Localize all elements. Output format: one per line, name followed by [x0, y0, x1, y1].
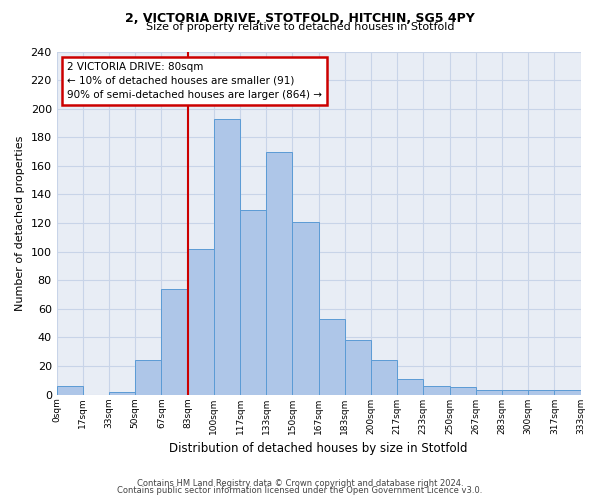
- Text: 2, VICTORIA DRIVE, STOTFOLD, HITCHIN, SG5 4PY: 2, VICTORIA DRIVE, STOTFOLD, HITCHIN, SG…: [125, 12, 475, 26]
- Bar: [476, 390, 502, 394]
- Bar: [240, 210, 266, 394]
- Bar: [371, 360, 397, 394]
- Text: Size of property relative to detached houses in Stotfold: Size of property relative to detached ho…: [146, 22, 454, 32]
- Bar: [449, 388, 476, 394]
- Y-axis label: Number of detached properties: Number of detached properties: [15, 136, 25, 310]
- Bar: [502, 390, 528, 394]
- Bar: [319, 319, 345, 394]
- Bar: [424, 386, 449, 394]
- Bar: [214, 118, 240, 394]
- Bar: [161, 289, 188, 395]
- Bar: [292, 222, 319, 394]
- Text: Contains HM Land Registry data © Crown copyright and database right 2024.: Contains HM Land Registry data © Crown c…: [137, 478, 463, 488]
- X-axis label: Distribution of detached houses by size in Stotfold: Distribution of detached houses by size …: [169, 442, 468, 455]
- Bar: [345, 340, 371, 394]
- Bar: [135, 360, 161, 394]
- Bar: [397, 379, 424, 394]
- Bar: [188, 248, 214, 394]
- Bar: [109, 392, 135, 394]
- Text: 2 VICTORIA DRIVE: 80sqm
← 10% of detached houses are smaller (91)
90% of semi-de: 2 VICTORIA DRIVE: 80sqm ← 10% of detache…: [67, 62, 322, 100]
- Text: Contains public sector information licensed under the Open Government Licence v3: Contains public sector information licen…: [118, 486, 482, 495]
- Bar: [56, 386, 83, 394]
- Bar: [528, 390, 554, 394]
- Bar: [554, 390, 581, 394]
- Bar: [266, 152, 292, 394]
